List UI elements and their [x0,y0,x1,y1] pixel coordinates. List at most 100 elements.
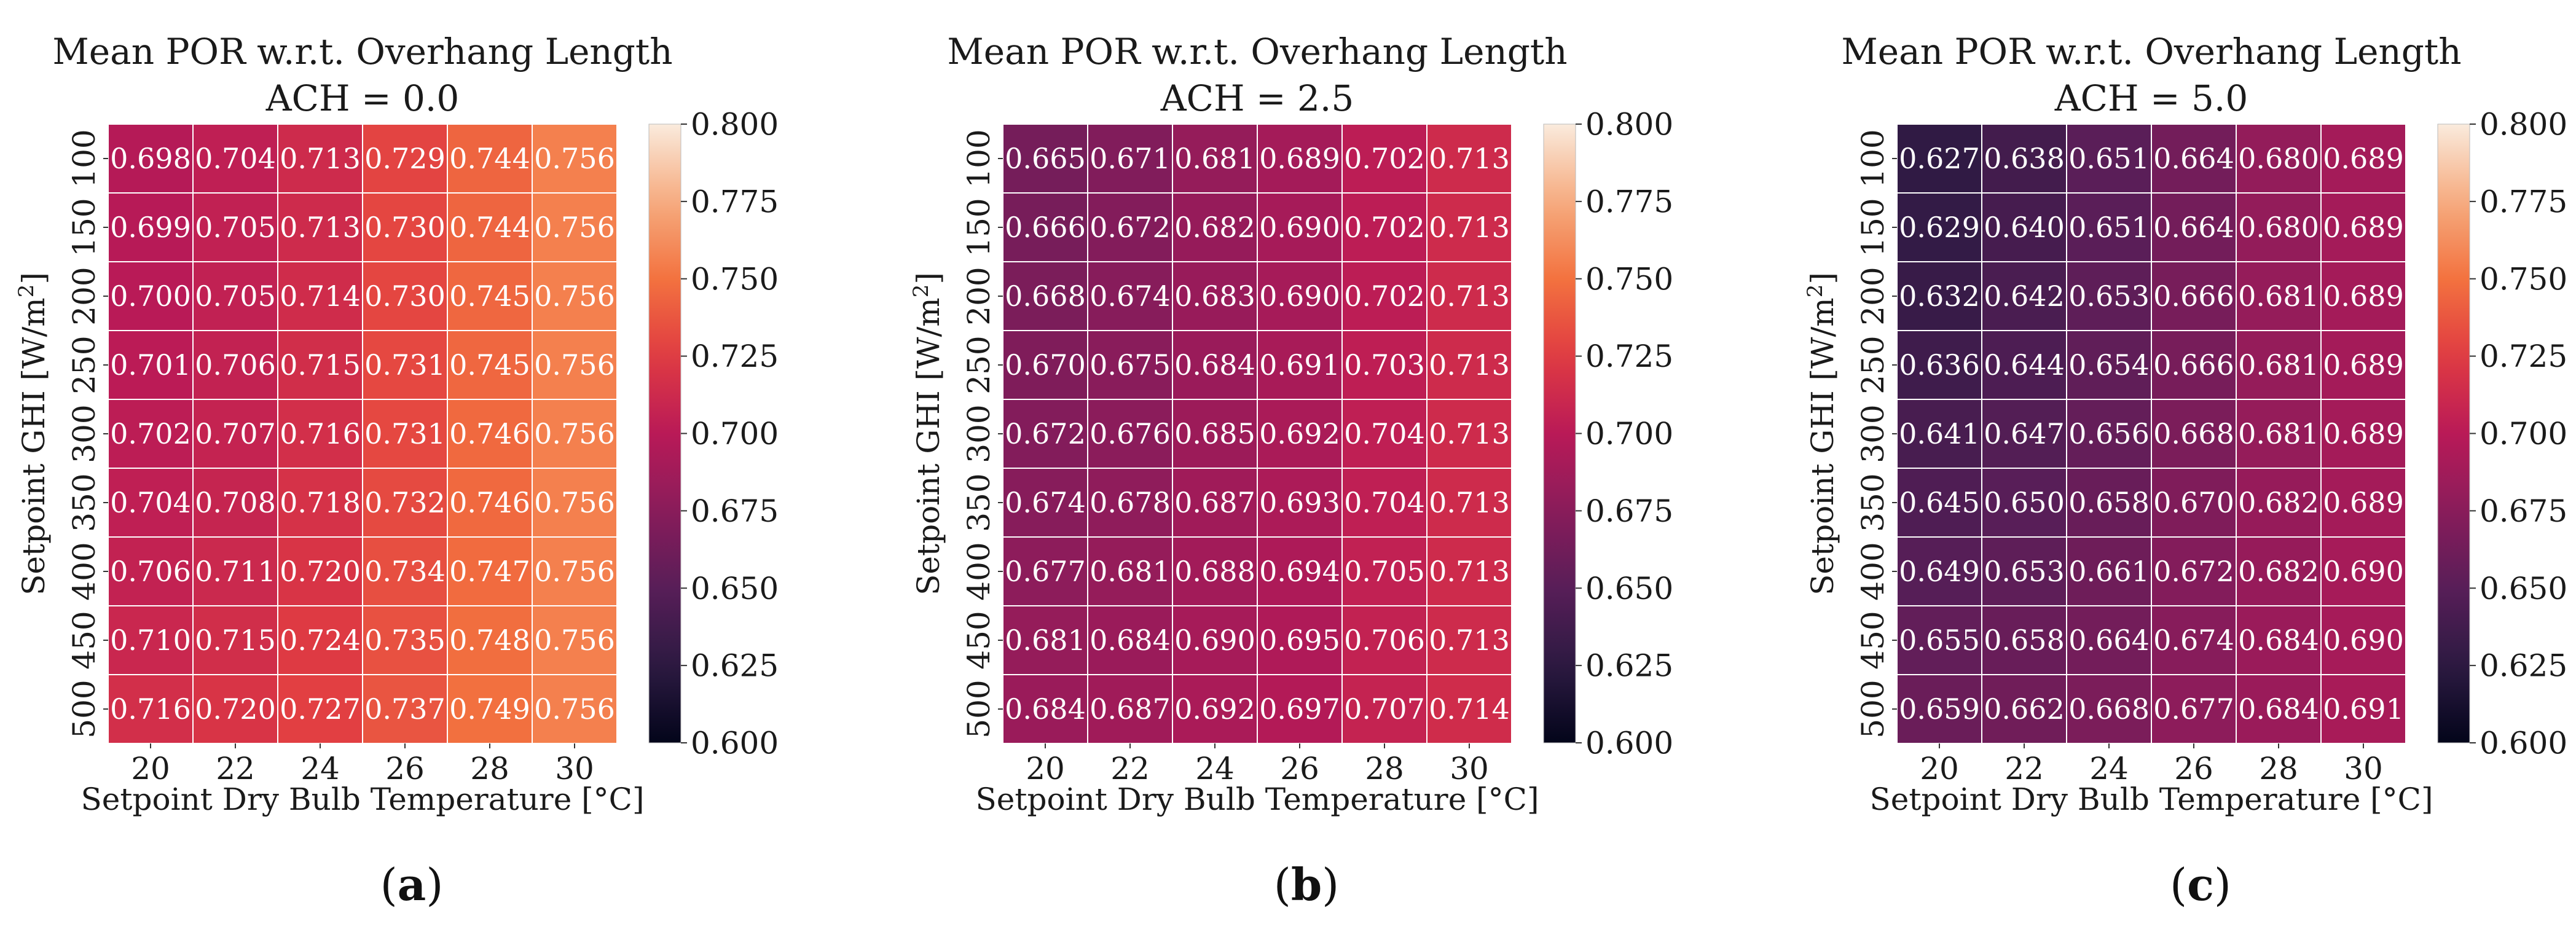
cell-value-label: 0.627 [1899,142,1980,175]
heatmap-cell [1002,330,1088,400]
heatmap-cell [108,330,194,400]
y-axis-label: Setpoint GHI [W/m2] [1803,272,1840,595]
cell-value-label: 0.698 [110,142,191,175]
cell-value-label: 0.666 [1005,211,1086,244]
heatmap-cell [1172,192,1258,262]
cell-value-label: 0.651 [2068,211,2150,244]
cell-value-label: 0.745 [449,280,530,313]
heatmap-cell [108,399,194,469]
cell-value-label: 0.674 [1005,486,1086,519]
heatmap-cell [108,605,194,675]
cell-value-label: 0.720 [280,555,361,588]
heatmap-cell [532,330,618,400]
heatmap-cell [1087,536,1173,606]
cell-value-label: 0.682 [1174,211,1255,244]
cell-value-label: 0.756 [534,211,615,244]
chart-title: Mean POR w.r.t. Overhang Length [947,31,1567,73]
y-tick-label: 250 [66,335,102,394]
colorbar-tick-label: 0.600 [691,726,779,761]
cell-value-label: 0.704 [1344,486,1425,519]
cell-value-label: 0.756 [534,555,615,588]
cell-value-label: 0.713 [1429,280,1510,313]
colorbar-tick-label: 0.775 [691,184,779,219]
heatmap-cell [1896,468,1982,538]
panel-caption: (b) [1274,858,1340,911]
cell-value-label: 0.695 [1259,624,1340,657]
cell-value-label: 0.670 [2153,486,2234,519]
heatmap-cell [2320,123,2406,194]
heatmap-cell [1981,674,2067,744]
cell-value-label: 0.665 [1005,142,1086,175]
heatmap-cell [1257,261,1343,331]
heatmap-cell [277,330,363,400]
colorbar-tick-label: 0.600 [2480,726,2567,761]
cell-value-label: 0.658 [2068,486,2150,519]
heatmap-cell [1896,536,1982,606]
cell-value-label: 0.666 [2153,348,2234,382]
x-tick-label: 22 [216,751,255,786]
cell-value-label: 0.714 [1429,692,1510,726]
y-tick-label: 350 [1855,473,1891,531]
cell-value-label: 0.731 [364,348,446,382]
heatmap-cell [2066,399,2152,469]
cell-value-label: 0.681 [2238,348,2319,382]
cell-value-label: 0.713 [1429,486,1510,519]
cell-value-label: 0.664 [2153,211,2234,244]
heatmap-cell [277,123,363,194]
cell-value-label: 0.756 [534,417,615,450]
x-tick-label: 28 [1365,751,1404,786]
x-tick-label: 20 [131,751,170,786]
cell-value-label: 0.746 [449,417,530,450]
cell-value-label: 0.681 [1090,555,1171,588]
heatmap-cell [1002,261,1088,331]
cell-value-label: 0.707 [195,417,276,450]
colorbar-tick-label: 0.750 [2480,261,2567,297]
cell-value-label: 0.713 [1429,142,1510,175]
cell-value-label: 0.704 [110,486,191,519]
cell-value-label: 0.713 [280,142,361,175]
cell-value-label: 0.670 [1005,348,1086,382]
cell-value-label: 0.690 [1259,280,1340,313]
heatmap-cell [192,261,278,331]
panel-caption-open: ( [380,859,398,911]
cell-value-label: 0.756 [534,348,615,382]
heatmap-cell [532,123,618,194]
cell-value-label: 0.720 [195,692,276,726]
cell-value-label: 0.632 [1899,280,1980,313]
heatmap-cell [1341,399,1427,469]
cell-value-label: 0.706 [1344,624,1425,657]
cell-value-label: 0.629 [1899,211,1980,244]
heatmap-cell [1257,674,1343,744]
x-tick-label: 26 [2174,751,2213,786]
x-tick-label: 20 [1026,751,1065,786]
cell-value-label: 0.684 [2238,624,2319,657]
colorbar-tick-label: 0.700 [1585,416,1673,452]
cell-value-label: 0.674 [1090,280,1171,313]
heatmap-cell [2320,399,2406,469]
cell-value-label: 0.680 [2238,142,2319,175]
y-tick-label: 250 [1855,335,1891,394]
heatmap-cell [1426,674,1512,744]
heatmap-cell [2151,399,2237,469]
heatmap-cell [277,605,363,675]
x-axis-label: Setpoint Dry Bulb Temperature [°C] [81,782,645,817]
y-tick-label: 450 [66,611,102,669]
chart-title: Mean POR w.r.t. Overhang Length [1841,31,2461,73]
y-tick-label: 200 [961,267,997,325]
cell-value-label: 0.654 [2068,348,2150,382]
cell-value-label: 0.690 [2323,624,2404,657]
cell-value-label: 0.702 [110,417,191,450]
x-tick-label: 26 [1280,751,1319,786]
y-tick-label: 300 [961,404,997,463]
heatmap-cell [2066,192,2152,262]
heatmap-cell [1257,536,1343,606]
cell-value-label: 0.715 [280,348,361,382]
y-tick-label: 400 [961,542,997,600]
cell-value-label: 0.644 [1984,348,2065,382]
cell-value-label: 0.708 [195,486,276,519]
cell-value-label: 0.684 [2238,692,2319,726]
heatmap-cell [1341,123,1427,194]
cell-value-label: 0.688 [1174,555,1255,588]
y-axis-label-superscript: 2 [1803,284,1828,298]
